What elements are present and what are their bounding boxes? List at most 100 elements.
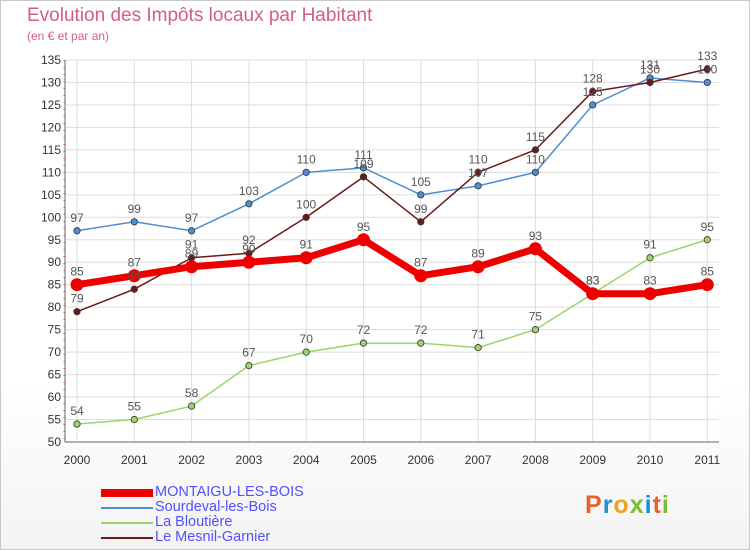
data-point — [703, 65, 711, 73]
data-label: 110 — [526, 152, 545, 166]
data-label: 130 — [640, 62, 660, 76]
logo-letter: x — [629, 491, 645, 519]
legend-item: MONTAIGU-LES-BOIS — [101, 485, 304, 500]
data-point — [417, 191, 425, 199]
y-tick-label: 65 — [48, 368, 62, 382]
data-point — [703, 236, 711, 244]
data-point — [359, 164, 368, 172]
logo-letter: P — [585, 491, 603, 519]
data-label: 95 — [701, 220, 715, 234]
data-point — [359, 339, 368, 347]
y-tick-label: 110 — [42, 165, 61, 179]
data-label: 87 — [414, 256, 428, 270]
y-tick-label: 75 — [48, 323, 62, 337]
y-tick-label: 70 — [48, 345, 62, 359]
data-label: 83 — [586, 274, 600, 288]
x-tick-label: 2001 — [121, 453, 148, 467]
data-label: 54 — [70, 404, 84, 418]
data-label: 105 — [411, 175, 431, 189]
y-tick-label: 60 — [48, 390, 62, 404]
chart-title: Evolution des Impôts locaux par Habitant — [27, 5, 373, 26]
data-label: 110 — [297, 152, 316, 166]
x-tick-label: 2006 — [407, 453, 434, 467]
data-point — [646, 78, 654, 87]
data-label: 85 — [70, 265, 84, 279]
data-label: 92 — [242, 233, 256, 247]
series-line — [76, 68, 709, 313]
data-point — [185, 260, 199, 274]
series-line — [73, 236, 711, 298]
data-label: 99 — [414, 202, 428, 216]
chart-legend: MONTAIGU-LES-BOIS Sourdeval-les-Bois La Bl… — [101, 485, 304, 545]
data-point — [417, 339, 425, 347]
y-tick-label: 125 — [41, 98, 61, 112]
data-label: 110 — [469, 152, 488, 166]
data-point — [589, 101, 597, 109]
data-label: 70 — [300, 332, 314, 346]
data-point — [474, 182, 482, 190]
data-point — [528, 242, 542, 256]
legend-label: La Bloutière — [155, 514, 233, 530]
legend-label: Le Mesnil-Garnier — [155, 529, 271, 545]
data-label: 90 — [242, 242, 256, 256]
x-tick-label: 2009 — [579, 453, 606, 467]
data-point — [531, 168, 540, 176]
data-label: 91 — [185, 238, 199, 252]
y-tick-label: 115 — [42, 143, 61, 157]
legend-swatch — [101, 521, 153, 524]
data-label: 75 — [529, 310, 543, 324]
x-tick-label: 2011 — [694, 453, 720, 467]
data-point — [73, 308, 81, 316]
data-point — [474, 168, 482, 176]
data-point — [302, 213, 310, 221]
y-tick-label: 105 — [41, 188, 61, 202]
data-point — [700, 278, 714, 292]
y-tick-label: 80 — [48, 300, 62, 314]
data-label: 91 — [643, 238, 657, 252]
data-label: 83 — [643, 274, 657, 288]
data-label: 97 — [185, 211, 199, 225]
data-point — [130, 285, 138, 293]
data-label: 100 — [296, 197, 316, 211]
data-label: 89 — [185, 247, 199, 261]
legend-swatch — [101, 536, 153, 539]
y-tick-label: 120 — [41, 120, 61, 134]
data-label: 87 — [128, 256, 142, 270]
data-point — [471, 260, 485, 274]
logo-letter: i — [661, 491, 670, 519]
data-point — [531, 146, 540, 154]
data-label: 95 — [357, 220, 371, 234]
x-tick-label: 2010 — [637, 453, 664, 467]
y-tick-label: 130 — [41, 75, 61, 89]
data-point — [299, 251, 313, 265]
data-label: 125 — [583, 85, 603, 99]
data-label: 79 — [70, 292, 84, 306]
data-label: 58 — [185, 386, 199, 400]
data-point — [417, 218, 425, 226]
data-point — [245, 361, 253, 370]
x-tick-label: 2000 — [64, 453, 91, 467]
data-point — [586, 287, 600, 301]
data-point — [188, 402, 196, 410]
y-tick-label: 100 — [41, 210, 61, 224]
data-label: 107 — [468, 166, 488, 180]
series-line — [76, 239, 709, 425]
data-point — [130, 415, 138, 424]
data-label: 109 — [353, 157, 373, 171]
data-label: 71 — [471, 328, 485, 342]
data-point — [130, 218, 138, 226]
data-label: 89 — [471, 247, 485, 261]
chart-subtitle: (en € et par an) — [27, 29, 110, 43]
data-point — [302, 168, 310, 176]
data-point — [531, 326, 540, 334]
data-point — [359, 173, 368, 181]
y-tick-label: 50 — [48, 435, 62, 449]
data-label: 83 — [586, 274, 600, 288]
data-point — [70, 278, 84, 292]
data-label: 99 — [128, 202, 142, 216]
data-point — [245, 200, 253, 208]
data-label: 131 — [640, 58, 660, 72]
data-label: 85 — [701, 265, 715, 279]
data-point — [357, 233, 370, 247]
